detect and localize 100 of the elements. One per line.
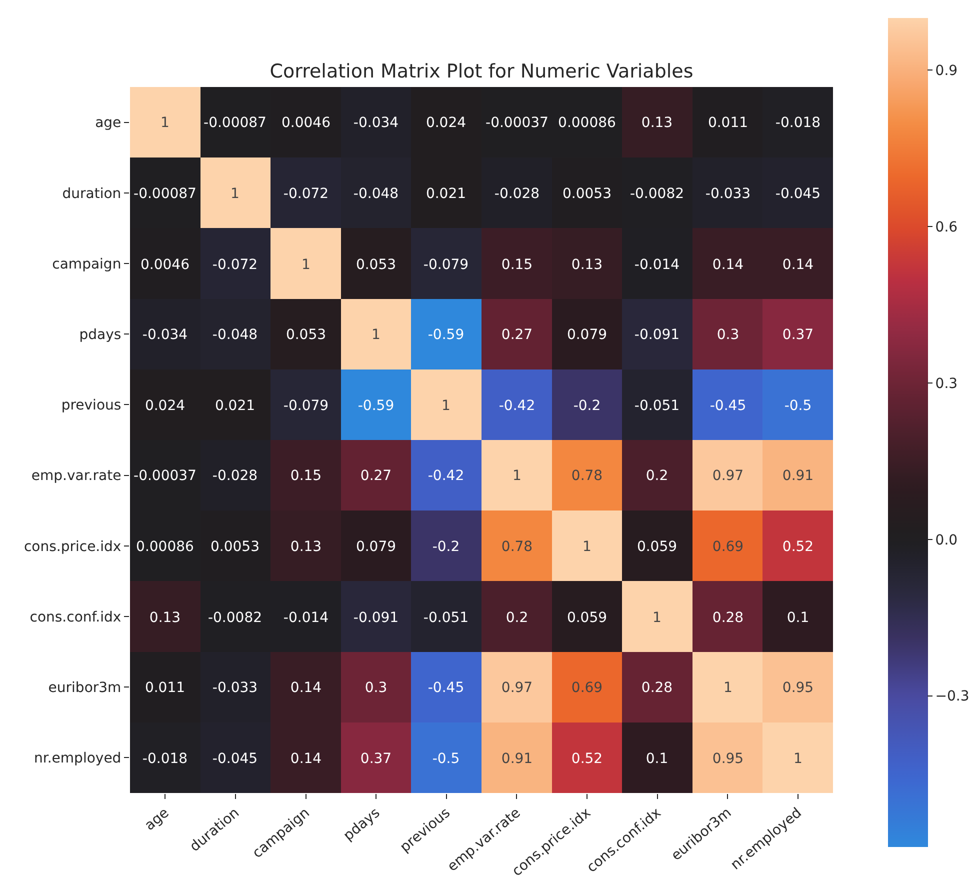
data-label: 0.021 xyxy=(426,186,466,202)
chart-title: Correlation Matrix Plot for Numeric Variables xyxy=(270,60,694,83)
y-tick-label: cons.price.idx xyxy=(24,538,122,555)
data-label: -0.045 xyxy=(212,750,258,767)
y-tick-label: cons.conf.idx xyxy=(30,609,122,626)
data-label: -0.0082 xyxy=(630,186,684,202)
data-label: 0.024 xyxy=(426,114,466,131)
data-label: 0.0046 xyxy=(140,256,190,273)
data-label: -0.048 xyxy=(212,326,258,343)
data-label: -0.091 xyxy=(634,326,680,343)
data-label: -0.5 xyxy=(432,750,460,767)
data-label: -0.42 xyxy=(428,468,464,484)
data-label: 0.95 xyxy=(782,680,814,696)
data-label: -0.018 xyxy=(775,114,821,131)
data-label: -0.033 xyxy=(212,680,258,696)
data-label: 0.15 xyxy=(290,468,322,484)
data-label: 0.0046 xyxy=(282,114,331,131)
data-label: 0.13 xyxy=(641,114,673,131)
x-tick-label: age xyxy=(142,804,172,834)
data-label: -0.091 xyxy=(353,610,399,626)
data-label: -0.0082 xyxy=(208,610,262,626)
data-label: 0.053 xyxy=(286,326,326,343)
data-label: 0.011 xyxy=(144,680,186,696)
data-label: -0.034 xyxy=(353,114,399,131)
data-label: 0.28 xyxy=(641,680,673,696)
data-label: -0.00037 xyxy=(134,468,196,484)
data-label: 1 xyxy=(442,398,450,414)
data-label: -0.079 xyxy=(283,398,329,414)
data-label: -0.014 xyxy=(283,610,329,626)
data-label: 0.00086 xyxy=(136,538,194,555)
data-label: 0.011 xyxy=(708,114,748,131)
y-tick-label: emp.var.rate xyxy=(31,468,122,484)
data-label: 0.37 xyxy=(782,326,814,343)
data-label: -0.051 xyxy=(423,610,469,626)
color-bar-label: 0.3 xyxy=(935,376,958,392)
data-label: -0.072 xyxy=(212,256,258,273)
data-label: 0.079 xyxy=(566,326,608,343)
data-label: -0.045 xyxy=(775,186,821,202)
data-label: 0.00086 xyxy=(558,114,616,131)
y-tick-label: pdays xyxy=(79,327,122,343)
data-label: -0.072 xyxy=(283,186,329,202)
data-label: -0.014 xyxy=(634,256,680,273)
data-label: -0.033 xyxy=(705,186,751,202)
y-tick-label: previous xyxy=(61,398,122,414)
data-label: 0.2 xyxy=(646,468,668,484)
data-label: 0.0053 xyxy=(562,186,612,202)
data-label: -0.45 xyxy=(710,398,746,414)
data-label: -0.018 xyxy=(142,750,188,767)
y-tick-label: age xyxy=(95,115,122,132)
data-label: -0.00087 xyxy=(204,114,266,131)
data-label: 0.13 xyxy=(290,538,322,555)
data-label: -0.051 xyxy=(634,398,680,414)
data-label: 1 xyxy=(794,750,802,767)
data-label: 1 xyxy=(512,468,522,484)
data-label: 1 xyxy=(160,114,170,131)
color-bar-label: 0.0 xyxy=(935,532,958,548)
data-label: 0.95 xyxy=(712,750,744,767)
data-label: -0.00037 xyxy=(486,114,548,131)
data-label: 0.97 xyxy=(501,680,533,696)
data-label: 1 xyxy=(302,256,310,273)
data-label: 0.021 xyxy=(214,398,256,414)
data-label: 0.27 xyxy=(501,326,533,343)
data-label: 0.52 xyxy=(782,538,814,555)
data-label: -0.42 xyxy=(498,398,536,414)
data-label: 1 xyxy=(230,186,240,202)
data-label: 0.27 xyxy=(360,468,392,484)
data-label: 0.28 xyxy=(712,610,744,626)
data-label: 0.1 xyxy=(786,610,810,626)
data-label: 0.079 xyxy=(356,538,396,555)
data-label: -0.00087 xyxy=(134,186,196,202)
data-label: 0.0053 xyxy=(210,538,260,555)
data-label: 0.14 xyxy=(290,750,322,767)
data-label: 0.2 xyxy=(506,610,528,626)
data-label: 0.13 xyxy=(149,610,181,626)
data-label: 0.053 xyxy=(356,256,396,273)
y-tick-label: duration xyxy=(62,186,122,202)
data-label: 0.91 xyxy=(501,750,533,767)
data-label: 0.13 xyxy=(571,256,603,273)
data-label: -0.048 xyxy=(353,186,399,202)
color-bar-label: 0.9 xyxy=(935,63,958,80)
data-label: 0.024 xyxy=(144,398,186,414)
data-label: -0.45 xyxy=(428,680,464,696)
data-label: 0.14 xyxy=(712,256,744,273)
data-label: -0.034 xyxy=(142,326,188,343)
data-label: -0.028 xyxy=(212,468,258,484)
data-label: 1 xyxy=(652,610,662,626)
data-label: 1 xyxy=(724,680,732,696)
data-label: 0.78 xyxy=(501,538,533,555)
y-tick-label: euribor3m xyxy=(48,680,122,696)
data-label: -0.2 xyxy=(573,398,601,414)
data-label: 0.37 xyxy=(360,750,392,767)
y-tick-label: campaign xyxy=(52,256,122,272)
data-label: 1 xyxy=(372,326,380,343)
data-label: -0.59 xyxy=(358,398,394,414)
color-bar-label: 0.6 xyxy=(935,219,958,236)
data-label: 0.059 xyxy=(566,610,608,626)
data-label: 0.69 xyxy=(712,538,744,555)
data-label: 0.52 xyxy=(571,750,603,767)
data-label: -0.5 xyxy=(784,398,812,414)
data-label: 0.78 xyxy=(571,468,603,484)
